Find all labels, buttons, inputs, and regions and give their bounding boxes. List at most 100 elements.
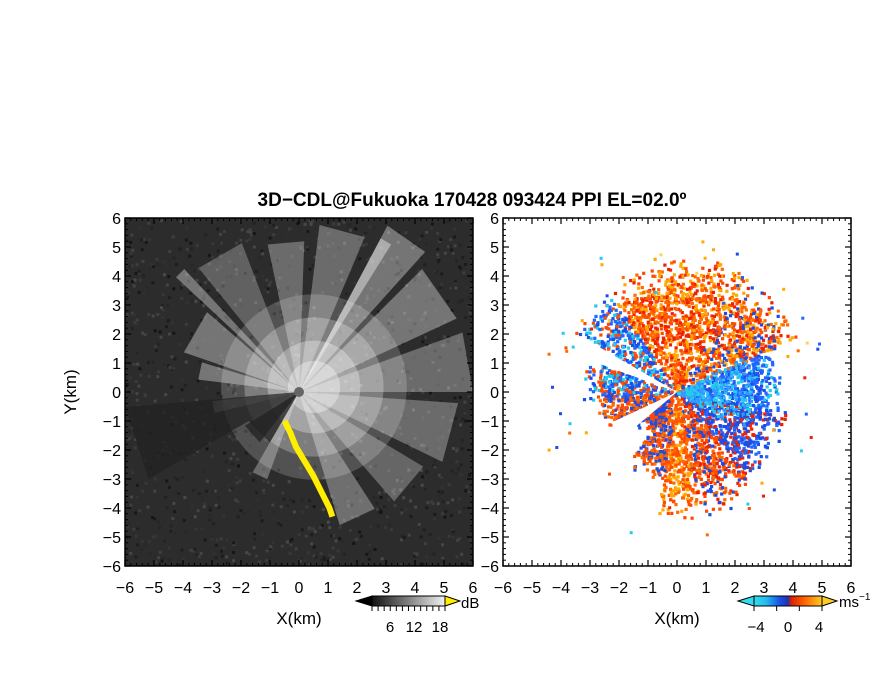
velocity-cell	[761, 400, 765, 404]
velocity-cell	[734, 423, 738, 427]
velocity-cell	[715, 369, 719, 373]
snr-y-axis-label: Y(km)	[61, 369, 80, 414]
snr-noise-cell	[363, 341, 367, 345]
velocity-cell	[729, 310, 733, 314]
velocity-cell	[680, 326, 684, 330]
velocity-cell	[733, 420, 737, 424]
velocity-cell	[713, 300, 717, 304]
snr-noise-cell	[215, 257, 219, 261]
snr-noise-cell	[359, 534, 363, 538]
velocity-cell	[731, 470, 735, 474]
snr-noise-cell	[338, 459, 342, 463]
velocity-cell	[695, 284, 699, 288]
snr-noise-cell	[439, 422, 443, 426]
velocity-cell	[668, 474, 672, 478]
velocity-cell	[731, 334, 735, 338]
velocity-cell	[774, 322, 778, 326]
velocity-cell	[757, 388, 761, 392]
snr-noise-cell	[422, 313, 426, 317]
snr-noise-cell	[156, 262, 160, 266]
velocity-cell	[720, 451, 724, 455]
velocity-cell	[700, 313, 704, 317]
snr-noise-cell	[228, 260, 232, 264]
velocity-cell	[729, 352, 733, 356]
velocity-cell	[739, 418, 744, 422]
velocity-cell	[742, 471, 746, 475]
snr-noise-cell	[376, 507, 379, 511]
velocity-cell	[630, 303, 634, 307]
velocity-cell	[684, 415, 688, 419]
snr-noise-cell	[344, 369, 348, 373]
velocity-cell	[733, 395, 737, 400]
velocity-cell	[717, 442, 721, 447]
velocity-cell	[689, 292, 693, 297]
velocity-cell	[693, 336, 697, 340]
velocity-cell	[692, 463, 696, 467]
velocity-cell	[751, 433, 755, 437]
snr-noise-cell	[411, 319, 415, 323]
snr-noise-cell	[171, 235, 175, 239]
snr-noise-cell	[271, 503, 275, 507]
velocity-cell	[703, 298, 707, 302]
velocity-cell	[692, 329, 696, 333]
snr-noise-cell	[201, 470, 205, 474]
velocity-cell	[685, 453, 689, 457]
snr-noise-cell	[413, 322, 417, 326]
snr-noise-cell	[421, 391, 425, 395]
snr-noise-cell	[225, 561, 229, 565]
velocity-cell	[638, 346, 642, 350]
velocity-cell	[670, 261, 674, 265]
velocity-cell	[725, 426, 729, 430]
velocity-cell	[655, 308, 659, 312]
velocity-cell	[738, 465, 742, 469]
velocity-cell	[623, 283, 627, 287]
snr-noise-cell	[313, 255, 317, 259]
snr-noise-cell	[189, 337, 193, 341]
snr-noise-cell	[172, 502, 176, 505]
velocity-cell	[694, 446, 698, 450]
snr-noise-cell	[379, 345, 383, 349]
snr-noise-cell	[264, 363, 268, 367]
snr-noise-cell	[125, 470, 129, 474]
snr-noise-cell	[162, 293, 165, 297]
velocity-cell	[728, 314, 733, 318]
snr-noise-cell	[351, 405, 355, 409]
snr-noise-cell	[216, 227, 220, 231]
velocity-cell	[677, 412, 681, 416]
velocity-cell	[696, 411, 700, 415]
snr-noise-cell	[373, 227, 376, 230]
velocity-cell	[623, 316, 627, 320]
velocity-cell	[700, 283, 704, 287]
snr-noise-cell	[363, 451, 367, 455]
velocity-cell	[767, 376, 771, 380]
velocity-cell	[667, 477, 671, 481]
velocity-cell	[721, 390, 725, 395]
snr-noise-cell	[280, 371, 284, 374]
velocity-cell	[722, 424, 726, 429]
velocity-cell	[684, 480, 688, 484]
snr-noise-cell	[151, 281, 155, 285]
x-tick-label: 3	[382, 580, 391, 597]
velocity-cell	[696, 367, 700, 371]
velocity-cell	[672, 382, 676, 386]
velocity-cell	[603, 316, 607, 320]
snr-noise-cell	[197, 555, 201, 558]
velocity-cell	[613, 291, 618, 296]
velocity-cell	[712, 365, 716, 369]
velocity-cell	[730, 368, 734, 373]
velocity-cell	[638, 339, 642, 343]
snr-noise-cell	[423, 263, 427, 267]
velocity-cell	[613, 319, 617, 324]
snr-noise-cell	[129, 240, 133, 244]
velocity-cell	[631, 319, 635, 323]
snr-noise-cell	[236, 326, 240, 330]
velocity-cell	[705, 366, 709, 370]
velocity-cell	[747, 411, 752, 415]
velocity-cell	[641, 336, 646, 340]
velocity-cell	[699, 334, 703, 338]
snr-noise-cell	[226, 317, 230, 321]
velocity-cell	[744, 356, 748, 360]
snr-noise-cell	[193, 515, 197, 519]
snr-noise-cell	[262, 468, 266, 471]
snr-noise-cell	[399, 538, 403, 542]
